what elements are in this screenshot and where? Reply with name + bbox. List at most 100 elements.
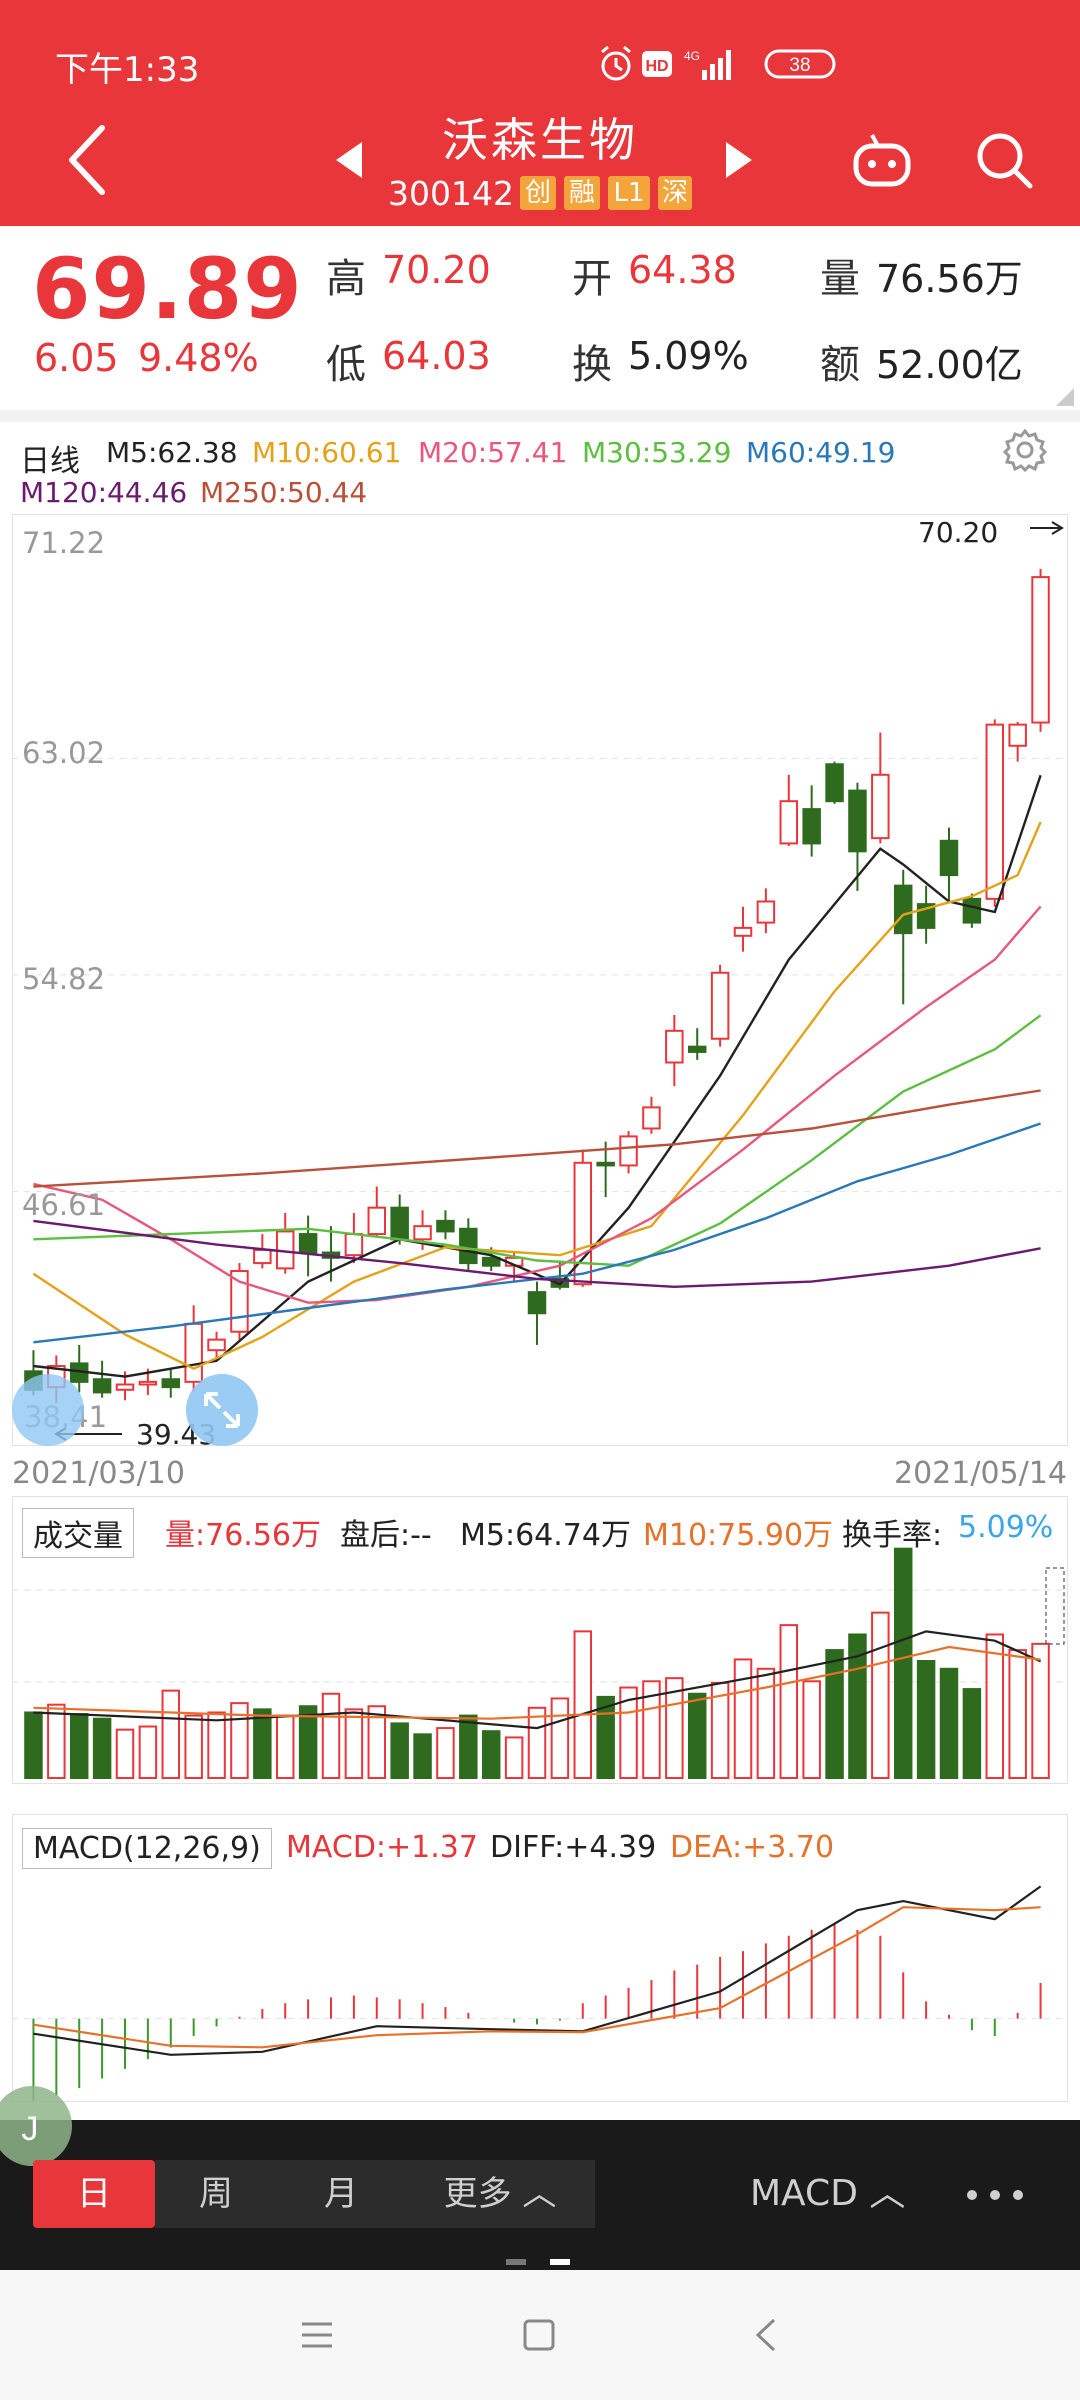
- ma5-label: M5:62.38: [106, 436, 238, 469]
- high-label: 高: [326, 256, 366, 302]
- macd-value: MACD:+1.37: [286, 1830, 478, 1865]
- candle: [871, 732, 890, 844]
- gear-icon[interactable]: [1003, 428, 1047, 472]
- volume-bar: [298, 1705, 318, 1780]
- amount-value: 52.00亿: [876, 343, 1023, 387]
- candle: [916, 885, 936, 944]
- volume-bar: [733, 1658, 753, 1779]
- candle-body: [1031, 576, 1050, 724]
- candle: [207, 1331, 226, 1359]
- max-arrow: [1030, 521, 1064, 535]
- volume-bar: [344, 1708, 364, 1779]
- volume-plot[interactable]: [12, 1496, 1068, 1784]
- candle-body: [665, 1029, 684, 1064]
- back-button[interactable]: [58, 120, 118, 200]
- candle: [665, 1014, 684, 1087]
- candle-body: [413, 1225, 432, 1241]
- candle-body: [367, 1206, 387, 1236]
- tag-chuang: 创: [520, 176, 556, 210]
- start-date: 2021/03/10: [12, 1456, 185, 1491]
- tag-rong: 融: [564, 176, 600, 210]
- expand-corner-icon[interactable]: [1052, 384, 1076, 408]
- candle: [687, 1028, 707, 1060]
- floating-assistant-icon[interactable]: J: [0, 2080, 88, 2170]
- volume-bar: [436, 1727, 455, 1779]
- candle: [527, 1281, 547, 1345]
- dea-line: [33, 1906, 1041, 2049]
- y-label-4: 46.61: [22, 1188, 106, 1222]
- volume-bar: [161, 1689, 181, 1779]
- candle: [596, 1141, 615, 1198]
- candle: [92, 1360, 112, 1398]
- zoom-left-bubble[interactable]: [12, 1374, 84, 1446]
- indicator-selector[interactable]: MACD ︿: [750, 2160, 905, 2228]
- tag-shen: 深: [658, 176, 692, 210]
- tab-week[interactable]: 周: [199, 2174, 233, 2214]
- candle-body: [825, 763, 844, 803]
- chevron-up-icon: ︿: [522, 2174, 557, 2214]
- candle-body: [253, 1248, 272, 1265]
- tab-day[interactable]: 日: [33, 2160, 155, 2228]
- volume-bar: [1031, 1642, 1050, 1779]
- volume-bar: [413, 1733, 432, 1780]
- y-label-3: 54.82: [22, 962, 106, 996]
- kline-chart[interactable]: [12, 514, 1068, 1446]
- volume-bar: [550, 1697, 570, 1779]
- volume-bar: [939, 1667, 959, 1779]
- turnover-value: 5.09%: [628, 334, 749, 378]
- kline-plot[interactable]: [12, 514, 1068, 1446]
- menu-icon[interactable]: [292, 2310, 342, 2360]
- period-label[interactable]: 日线: [20, 444, 80, 479]
- volume-bar: [527, 1706, 547, 1779]
- price-change-percent: 9.48%: [138, 336, 259, 380]
- candle-body: [161, 1378, 181, 1389]
- volume-bar: [184, 1714, 203, 1780]
- ma30-label: M30:53.29: [582, 436, 732, 469]
- next-stock-button[interactable]: [718, 138, 758, 182]
- zoom-controls: [12, 1374, 258, 1446]
- search-icon[interactable]: [974, 130, 1034, 190]
- volume-bar: [24, 1711, 43, 1779]
- candle-body: [642, 1106, 661, 1130]
- back-nav-icon[interactable]: [742, 2310, 792, 2360]
- volume-bar: [916, 1660, 936, 1779]
- candle-body: [848, 789, 867, 853]
- macd-plot[interactable]: [12, 1814, 1068, 2102]
- volume-bar: [871, 1611, 890, 1779]
- macd-title[interactable]: MACD(12,26,9): [22, 1828, 272, 1869]
- candle: [298, 1215, 318, 1277]
- prev-stock-button[interactable]: [330, 138, 370, 182]
- open-value: 64.38: [628, 248, 737, 292]
- tab-month[interactable]: 月: [324, 2174, 358, 2214]
- ma-line-m60: [33, 1122, 1041, 1344]
- volume-bar: [802, 1680, 821, 1779]
- volume-bar: [138, 1725, 158, 1780]
- hd-icon: [642, 51, 672, 77]
- candle: [756, 888, 776, 934]
- last-price: 69.89: [32, 240, 303, 338]
- candle-body: [138, 1380, 158, 1386]
- svg-text:J: J: [22, 2110, 39, 2148]
- candle-body: [596, 1161, 615, 1167]
- volume-title[interactable]: 成交量: [22, 1508, 134, 1558]
- candle-body: [756, 900, 776, 924]
- ma-line-m20: [33, 905, 1042, 1304]
- candle-body: [207, 1338, 226, 1352]
- expand-icon[interactable]: [186, 1374, 258, 1446]
- macd-panel[interactable]: [12, 1814, 1068, 2102]
- status-time: 下午1:33: [55, 50, 200, 90]
- candle: [69, 1344, 89, 1393]
- turnover-rate-label: 换手率:: [842, 1518, 943, 1553]
- tab-more[interactable]: 更多 ︿: [410, 2160, 590, 2228]
- more-options-icon[interactable]: [960, 2175, 1030, 2215]
- vol-ma-line-m10: [33, 1645, 1041, 1720]
- stock-name: 沃森生物: [442, 113, 638, 167]
- candle: [275, 1212, 295, 1274]
- candle: [344, 1212, 364, 1264]
- volume-bar: [275, 1714, 295, 1780]
- volume-panel[interactable]: [12, 1496, 1068, 1784]
- robot-assistant-icon[interactable]: [850, 130, 914, 190]
- ma-line-m120: [33, 1219, 1041, 1289]
- home-icon[interactable]: [514, 2310, 564, 2360]
- status-icons: HD 4G 38: [601, 45, 836, 81]
